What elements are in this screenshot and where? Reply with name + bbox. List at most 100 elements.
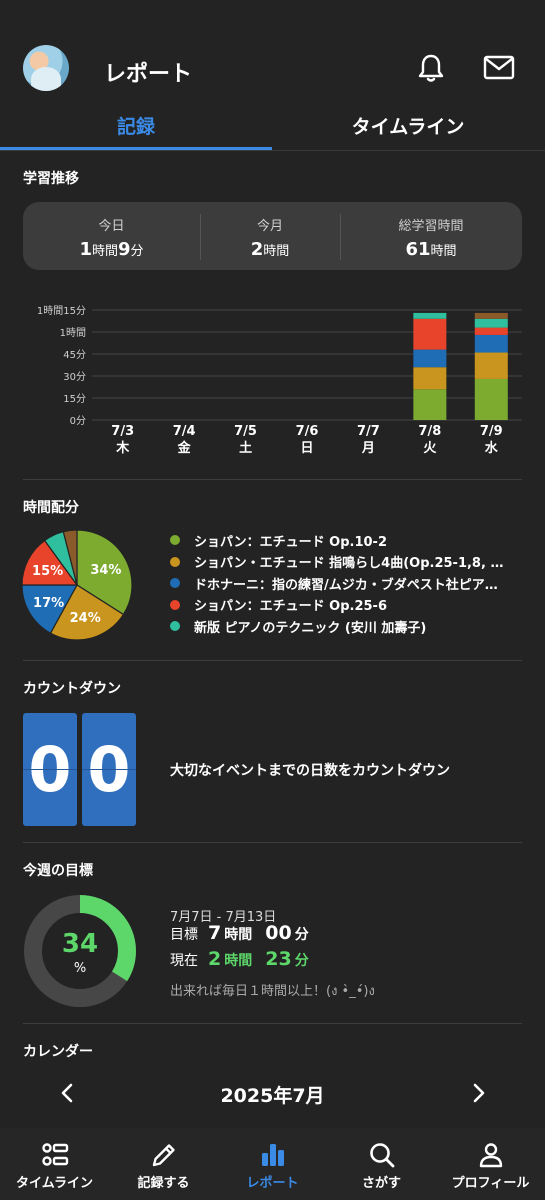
- pie-slice-label: 34%: [90, 563, 121, 578]
- avatar[interactable]: [23, 45, 69, 91]
- weekly-goal-title: 今週の目標: [23, 863, 93, 879]
- stat-total: 総学習時間 61時間: [340, 202, 522, 270]
- bar-segment: [413, 367, 447, 390]
- active-tab-indicator: [0, 147, 272, 150]
- study-bar-chart: 0分 15分 30分 45分 1時間 1時間15分 7/3木 7/4金 7/5土 7/6 日 7/7 月…: [37, 305, 522, 456]
- nav-report[interactable]: レポート: [218, 1128, 327, 1200]
- calendar-month: 2025年7月: [220, 1085, 325, 1107]
- nav-label: タイムライン: [15, 1176, 94, 1191]
- stat-month-value: 2時間: [250, 239, 290, 260]
- bar-segment: [474, 378, 508, 420]
- countdown-title: カウントダウン: [23, 681, 121, 697]
- bar-segment: [413, 312, 447, 319]
- bell-icon[interactable]: [414, 52, 448, 84]
- countdown-digit[interactable]: 0: [23, 713, 77, 826]
- bar-segment: [413, 389, 447, 420]
- legend-dot: [170, 556, 180, 567]
- x-tick-label: 7/5: [234, 424, 257, 439]
- search-icon: [370, 1143, 395, 1168]
- legend-item: ショパン：エチュード Op.10-2: [170, 530, 387, 550]
- timeline-list-icon: [42, 1143, 69, 1166]
- x-weekday-label: 土: [239, 440, 252, 456]
- section-divider: [23, 479, 522, 480]
- legend-dot: [170, 578, 180, 588]
- bar-segment: [413, 349, 447, 368]
- nav-search[interactable]: さがす: [327, 1128, 436, 1200]
- mail-icon[interactable]: [482, 52, 516, 84]
- countdown-digit[interactable]: 0: [82, 713, 136, 826]
- legend-item: ショパン：エチュード Op.25-6: [170, 595, 387, 615]
- chevron-right-icon[interactable]: [466, 1081, 490, 1105]
- bar-segment: [474, 352, 508, 379]
- legend-item: 新版 ピアノのテクニック (安川 加壽子): [170, 616, 426, 636]
- goal-progress-ring: 34 %: [24, 895, 136, 1007]
- bar-segment: [474, 318, 508, 328]
- legend-label: ショパン：エチュード Op.25-6: [194, 599, 388, 614]
- nav-timeline[interactable]: タイムライン: [0, 1128, 109, 1200]
- y-tick-label: 1時間15分: [37, 305, 86, 317]
- bar-segment: [474, 312, 508, 319]
- pie-slice-label: 24%: [70, 611, 101, 626]
- tab-timeline[interactable]: タイムライン: [351, 115, 465, 138]
- goal-target-row: 目標 7 時間 00 分: [170, 922, 309, 944]
- y-tick-label: 45分: [63, 349, 86, 361]
- stat-today-label: 今日: [98, 219, 125, 234]
- pie-slice: [21, 539, 79, 586]
- legend-dot: [170, 535, 180, 545]
- x-tick-label: 7/8: [418, 424, 441, 439]
- y-tick-label: 30分: [63, 371, 86, 383]
- stat-separator: [340, 214, 341, 260]
- legend-label: ドホナーニ：指の練習/ムジカ・ブダペスト社ピア…: [194, 577, 498, 593]
- stat-month: 今月 2時間: [200, 202, 340, 270]
- nav-profile[interactable]: プロフィール: [436, 1128, 545, 1200]
- study-trend-title: 学習推移: [23, 171, 79, 187]
- report-tabs: 記録 タイムライン: [0, 100, 545, 152]
- goal-current-row: 現在 2 時間 23 分: [170, 948, 309, 970]
- nav-label: さがす: [361, 1176, 401, 1191]
- person-icon: [479, 1143, 503, 1168]
- pie-slice: [21, 584, 79, 635]
- legend-item: ショパン・エチュード 指鳴らし4曲(Op.25-1,8, …: [170, 552, 503, 572]
- nav-record[interactable]: 記録する: [109, 1128, 218, 1200]
- countdown-description: 大切なイベントまでの日数をカウントダウン: [170, 763, 450, 779]
- legend-label: ショパン：エチュード Op.10-2: [194, 534, 388, 550]
- tab-records[interactable]: 記録: [116, 115, 155, 138]
- calendar-header: 2025年7月: [0, 1075, 545, 1111]
- y-tick-label: 0分: [70, 415, 86, 427]
- bottom-navigation: タイムライン 記録する レポート さがす プロフィール: [0, 1128, 545, 1200]
- tab-divider: [0, 150, 545, 151]
- pie-slice-label: 15%: [32, 564, 63, 579]
- section-divider: [23, 660, 522, 661]
- x-tick-label: 7/3: [111, 424, 134, 439]
- y-tick-label: 15分: [63, 393, 86, 405]
- legend-item: ドホナーニ：指の練習/ムジカ・ブダペスト社ピア…: [170, 573, 498, 593]
- legend-label: 新版 ピアノのテクニック (安川 加壽子): [194, 620, 427, 636]
- stat-month-label: 今月: [256, 219, 283, 234]
- bar-segment: [413, 318, 447, 350]
- pie-slice: [49, 584, 125, 641]
- bar-segment: [474, 334, 508, 353]
- pencil-icon: [152, 1144, 175, 1167]
- stat-total-value: 61時間: [405, 239, 457, 260]
- bar-chart-icon: [262, 1144, 284, 1166]
- x-weekday-label: 日: [300, 441, 313, 456]
- legend-label: ショパン・エチュード 指鳴らし4曲(Op.25-1,8, …: [194, 556, 504, 571]
- x-weekday-label: 木: [115, 440, 130, 456]
- stat-separator: [200, 214, 201, 260]
- goal-note: 出来れば毎日１時間以上！(ง •̀_•́)ง: [170, 984, 375, 999]
- y-tick-label: 1時間: [60, 327, 86, 339]
- stat-today-value: 1時間9分: [79, 239, 144, 260]
- chevron-left-icon[interactable]: [56, 1081, 80, 1105]
- calendar-title: カレンダー: [23, 1044, 93, 1060]
- x-weekday-label: 月: [361, 441, 375, 456]
- x-weekday-label: 金: [177, 440, 192, 456]
- stat-total-label: 総学習時間: [398, 219, 464, 234]
- section-divider: [23, 1023, 522, 1024]
- pie-slice: [62, 529, 78, 586]
- x-tick-label: 7/9: [480, 424, 503, 439]
- page-title: レポート: [104, 62, 193, 87]
- time-allocation-title: 時間配分: [23, 500, 79, 516]
- legend-dot: [170, 621, 180, 631]
- nav-label: 記録する: [137, 1176, 190, 1191]
- app-header: レポート: [0, 0, 545, 100]
